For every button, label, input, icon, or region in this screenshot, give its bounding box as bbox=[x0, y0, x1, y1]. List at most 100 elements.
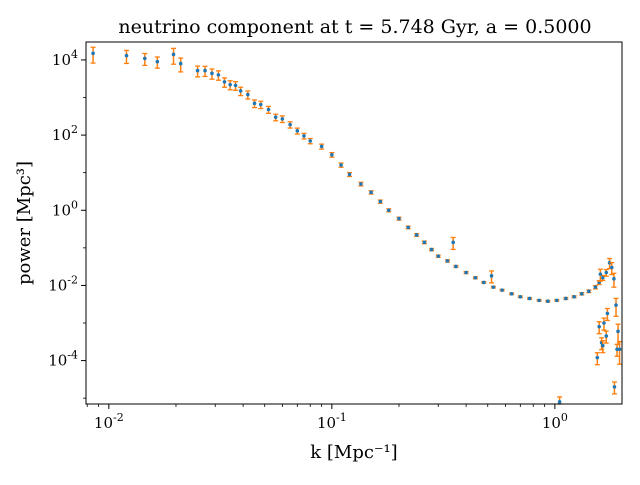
data-point bbox=[155, 59, 160, 64]
data-point bbox=[246, 92, 250, 97]
data-point bbox=[464, 270, 468, 275]
series-point-27 bbox=[347, 171, 353, 178]
data-point bbox=[454, 264, 458, 269]
series-point-55 bbox=[592, 284, 598, 290]
series-point-19 bbox=[279, 115, 285, 124]
data-point bbox=[445, 259, 450, 263]
data-point bbox=[605, 311, 610, 316]
data-point bbox=[266, 107, 271, 112]
data-point bbox=[604, 270, 609, 275]
outlier-point-9 bbox=[489, 270, 495, 284]
data-point bbox=[228, 82, 232, 87]
data-point bbox=[378, 199, 383, 204]
data-point bbox=[295, 129, 300, 133]
data-point bbox=[91, 51, 95, 56]
data-point bbox=[252, 101, 257, 106]
series-point-50 bbox=[554, 298, 560, 303]
data-point bbox=[473, 275, 478, 280]
series-point-47 bbox=[527, 296, 533, 301]
data-point bbox=[595, 355, 600, 360]
x-tick-label-0: 10-2 bbox=[94, 411, 124, 432]
data-point bbox=[600, 275, 605, 280]
outlier-point-12 bbox=[601, 317, 607, 331]
series-point-17 bbox=[266, 105, 272, 114]
x-axis-label: k [Mpc⁻¹] bbox=[310, 442, 397, 463]
outlier-point-1 bbox=[594, 352, 600, 366]
x-tick-label-1: 10-1 bbox=[317, 411, 347, 432]
series-point-12 bbox=[233, 80, 239, 91]
series-point-62 bbox=[613, 297, 619, 318]
series-point-43 bbox=[490, 285, 496, 289]
data-point bbox=[612, 277, 616, 281]
data-point bbox=[308, 139, 313, 143]
series-point-5 bbox=[178, 57, 184, 73]
data-point bbox=[339, 163, 343, 167]
data-point bbox=[429, 247, 434, 252]
series-point-4 bbox=[171, 47, 177, 65]
plot-area bbox=[90, 46, 623, 405]
data-point bbox=[489, 274, 494, 278]
outlier-point-4 bbox=[600, 340, 606, 354]
data-point bbox=[288, 122, 292, 127]
data-point bbox=[171, 52, 176, 57]
data-point bbox=[615, 347, 619, 352]
outlier-point-0 bbox=[557, 396, 563, 405]
outlier-point-7 bbox=[603, 330, 609, 344]
series-point-32 bbox=[396, 216, 402, 221]
data-point bbox=[564, 296, 568, 301]
series-point-48 bbox=[536, 298, 542, 303]
y-tick-label-4: 104 bbox=[52, 48, 78, 69]
data-point bbox=[124, 53, 129, 58]
data-point bbox=[280, 117, 285, 121]
series-point-54 bbox=[586, 289, 592, 294]
data-point bbox=[604, 334, 609, 338]
series-point-58 bbox=[603, 268, 609, 277]
outlier-point-10 bbox=[450, 236, 456, 251]
series-point-36 bbox=[429, 247, 435, 252]
series-point-59 bbox=[607, 257, 613, 270]
y-tick-label-3: 102 bbox=[52, 123, 78, 144]
series-point-7 bbox=[202, 65, 208, 78]
data-point bbox=[330, 152, 334, 157]
data-point bbox=[359, 182, 363, 186]
outlier-point-2 bbox=[596, 321, 602, 335]
series-point-22 bbox=[301, 132, 307, 140]
y-tick-label-0: 10-4 bbox=[48, 349, 78, 370]
y-axis-label: power [Mpc³] bbox=[14, 161, 35, 285]
series-point-0 bbox=[90, 46, 96, 64]
outlier-point-8 bbox=[604, 307, 610, 322]
series-point-52 bbox=[571, 294, 577, 299]
data-point bbox=[587, 289, 591, 294]
series-point-6 bbox=[195, 65, 201, 78]
series-point-64 bbox=[617, 340, 623, 365]
data-point bbox=[422, 240, 427, 245]
series-point-35 bbox=[421, 240, 427, 245]
series-point-30 bbox=[377, 199, 383, 204]
data-point bbox=[612, 385, 617, 389]
data-point bbox=[451, 240, 455, 245]
series-point-40 bbox=[463, 270, 469, 275]
series-point-28 bbox=[358, 181, 364, 187]
data-point bbox=[414, 233, 419, 237]
series-point-14 bbox=[245, 90, 251, 100]
data-point bbox=[537, 298, 541, 303]
data-point bbox=[397, 216, 401, 221]
outlier-point-11 bbox=[597, 268, 603, 282]
data-point bbox=[598, 272, 603, 276]
data-point bbox=[602, 321, 606, 325]
data-point bbox=[216, 73, 221, 77]
series-point-13 bbox=[238, 86, 244, 97]
data-point bbox=[258, 102, 263, 107]
series-point-46 bbox=[517, 294, 523, 299]
data-point bbox=[609, 265, 614, 270]
series-point-25 bbox=[329, 151, 335, 158]
series-point-24 bbox=[319, 143, 325, 150]
x-tick-label-2: 100 bbox=[542, 411, 568, 432]
series-point-2 bbox=[142, 52, 148, 67]
data-point bbox=[518, 294, 523, 299]
data-point bbox=[579, 291, 584, 296]
series-point-20 bbox=[287, 121, 293, 129]
data-point bbox=[386, 208, 391, 213]
